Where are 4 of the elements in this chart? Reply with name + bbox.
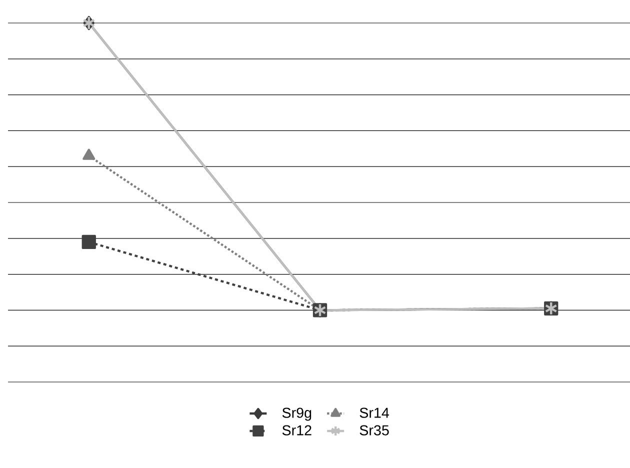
legend-label: Sr9g [282,408,312,421]
legend-label: Sr14 [360,408,390,418]
legend-label: Sr35 [360,425,389,436]
legend-label: Sr12 [282,425,312,436]
